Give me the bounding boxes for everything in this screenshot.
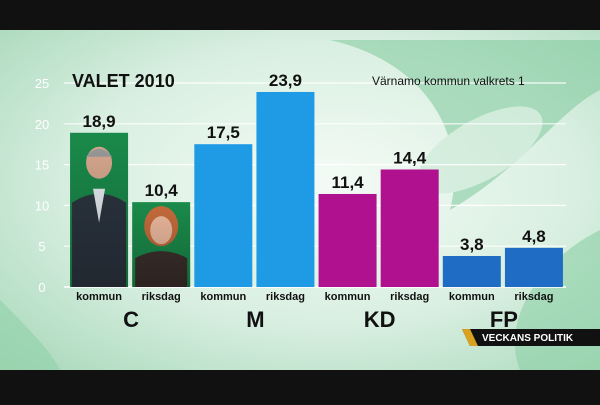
- bar-c-kommun: [70, 132, 129, 287]
- x-tick-label: riksdag: [390, 291, 429, 303]
- y-tick-label: 15: [35, 158, 49, 173]
- bar: [194, 144, 253, 287]
- chart-title: VALET 2010: [72, 71, 175, 91]
- bar-fp-kommun: [442, 255, 501, 287]
- y-axis: 0 5 10 15 20 25: [35, 76, 49, 295]
- bars: [70, 91, 563, 287]
- value-label: 18,9: [83, 112, 116, 131]
- photo-shade: [132, 202, 191, 287]
- value-labels: 18,9 10,4 17,5 23,9 11,4 14,4 3,8 4,8: [83, 71, 546, 254]
- y-tick-label: 25: [35, 76, 49, 91]
- x-tick-label: riksdag: [142, 291, 181, 303]
- bar: [442, 255, 501, 287]
- bar-m-kommun: [194, 144, 253, 287]
- value-label: 4,8: [522, 227, 546, 246]
- value-label: 10,4: [145, 181, 179, 200]
- bar: [256, 91, 315, 287]
- y-tick-label: 20: [35, 117, 49, 132]
- bar-kd-kommun: [318, 193, 377, 287]
- x-tick-label: kommun: [325, 291, 371, 303]
- y-tick-label: 10: [35, 198, 49, 213]
- party-label: C: [123, 307, 139, 332]
- x-tick-label: kommun: [200, 291, 246, 303]
- photo-shade: [70, 132, 129, 287]
- value-label: 3,8: [460, 235, 484, 254]
- party-labels: C M KD FP: [123, 307, 518, 332]
- bar-c-riksdag: [132, 202, 191, 287]
- bar-fp-riksdag: [504, 247, 563, 287]
- bar: [380, 169, 439, 287]
- y-tick-label: 5: [38, 239, 45, 254]
- y-tick-label: 0: [38, 280, 45, 295]
- x-tick-label: kommun: [76, 291, 122, 303]
- program-label: VECKANS POLITIK: [482, 333, 574, 344]
- value-label: 23,9: [269, 71, 302, 90]
- letterbox-top: [0, 0, 600, 30]
- program-badge: VECKANS POLITIK: [462, 329, 600, 346]
- bar-kd-riksdag: [380, 169, 439, 287]
- bar: [504, 247, 563, 287]
- x-axis-labels: kommun riksdag kommun riksdag kommun riksdag k…: [76, 291, 553, 303]
- x-tick-label: riksdag: [514, 291, 553, 303]
- bar: [318, 193, 377, 287]
- party-label: FP: [490, 307, 518, 332]
- value-label: 11,4: [331, 173, 364, 192]
- value-label: 14,4: [393, 148, 427, 167]
- letterbox-bottom: [0, 370, 600, 400]
- bar-m-riksdag: [256, 91, 315, 287]
- value-label: 17,5: [207, 123, 240, 142]
- chart-subtitle: Värnamo kommun valkrets 1: [372, 74, 525, 88]
- party-label: KD: [364, 307, 396, 332]
- x-tick-label: riksdag: [266, 291, 305, 303]
- x-tick-label: kommun: [449, 291, 495, 303]
- party-label: M: [246, 307, 264, 332]
